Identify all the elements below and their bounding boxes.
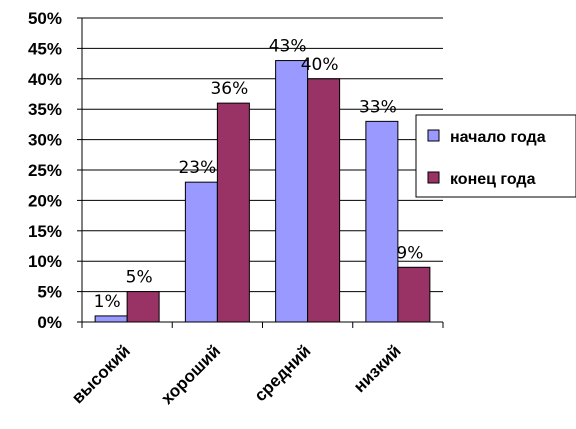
x-category-label: низкий — [350, 341, 405, 396]
legend-label-start: начало года — [450, 129, 546, 146]
bar-end-2 — [307, 78, 341, 323]
bar-end-0 — [126, 291, 160, 323]
y-tick-label: 5% — [37, 283, 62, 302]
data-label: 33% — [359, 97, 397, 117]
data-label: 23% — [178, 158, 216, 178]
gridlines — [82, 17, 443, 293]
data-label: 40% — [301, 55, 339, 75]
data-label: 5% — [126, 268, 153, 288]
y-tick-label: 20% — [28, 191, 62, 210]
y-tick-label: 50% — [28, 9, 62, 28]
data-label: 43% — [269, 37, 307, 57]
y-tick-label: 40% — [28, 70, 62, 89]
bar-start-2 — [275, 60, 309, 323]
y-tick-label: 45% — [28, 39, 62, 58]
legend-box — [415, 114, 576, 198]
data-labels: 1%5% 23% 36% 43%40% 33% 9% — [94, 37, 424, 312]
bar-end-3 — [397, 266, 431, 323]
y-tick-label: 30% — [28, 131, 62, 150]
legend-swatch-start — [427, 129, 440, 142]
axes — [77, 17, 444, 328]
y-tick-labels: 0% 5% 10% 15% 20% 25% 30% 35% 40% 45% 50% — [28, 9, 62, 332]
y-tick-label: 25% — [28, 161, 62, 180]
legend-label-end: конец года — [450, 171, 536, 188]
x-category-labels: высокий хороший средний низкий — [68, 341, 405, 408]
data-label: 1% — [94, 292, 121, 312]
legend-swatch-end — [427, 171, 440, 184]
y-tick-label: 35% — [28, 100, 62, 119]
data-label: 9% — [396, 243, 423, 263]
bar-start-3 — [365, 120, 399, 323]
bar-start-0 — [94, 315, 128, 323]
y-tick-label: 0% — [37, 313, 62, 332]
legend: начало года конец года — [415, 114, 576, 198]
x-category-label: высокий — [68, 341, 134, 407]
bar-start-1 — [184, 181, 218, 323]
x-category-label: хороший — [158, 341, 225, 408]
bars — [94, 60, 431, 323]
bar-end-1 — [216, 102, 250, 323]
y-tick-label: 10% — [28, 252, 62, 271]
data-label: 36% — [210, 79, 248, 99]
y-tick-label: 15% — [28, 222, 62, 241]
x-category-label: средний — [251, 341, 315, 405]
